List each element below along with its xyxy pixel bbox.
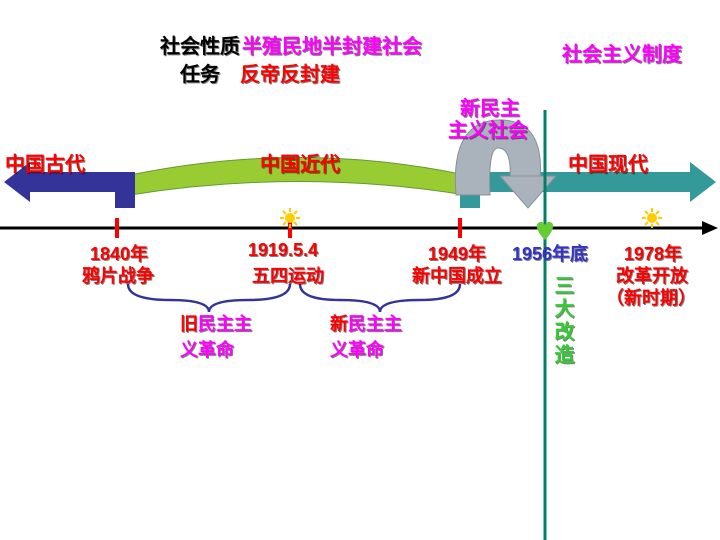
event-1978-note: （新时期） (606, 284, 696, 310)
sun-1919 (280, 208, 300, 228)
brace-old-dem (128, 284, 290, 312)
event-1840-name: 鸦片战争 (82, 262, 154, 288)
period-ancient: 中国古代 (5, 148, 85, 177)
timeline-arrowhead (702, 221, 718, 235)
event-1919-year: 1919.5.4 (248, 240, 318, 261)
system-label: 社会主义制度 (562, 38, 682, 67)
period-contemporary: 中国现代 (568, 148, 648, 177)
period-modern: 中国近代 (260, 148, 340, 177)
old-dem-rev: 旧民主主 义革命 (180, 310, 252, 362)
nature-value: 半殖民地半封建社会 (242, 30, 422, 59)
event-1949-name: 新中国成立 (412, 262, 502, 288)
nature-label: 社会性质 (160, 30, 240, 59)
new-dem-rev: 新民主主 义革命 (330, 310, 402, 362)
sun-1978 (642, 208, 662, 228)
task-label: 任务 (180, 58, 220, 87)
brace-new-dem (300, 284, 460, 312)
task-value: 反帝反封建 (240, 58, 340, 87)
event-1919-name: 五四运动 (252, 262, 324, 288)
event-1956: 1956年底 (512, 240, 588, 266)
new-dem-society-l2: 主义社会 (448, 114, 528, 143)
three-reforms: 三大改造 (548, 275, 577, 367)
